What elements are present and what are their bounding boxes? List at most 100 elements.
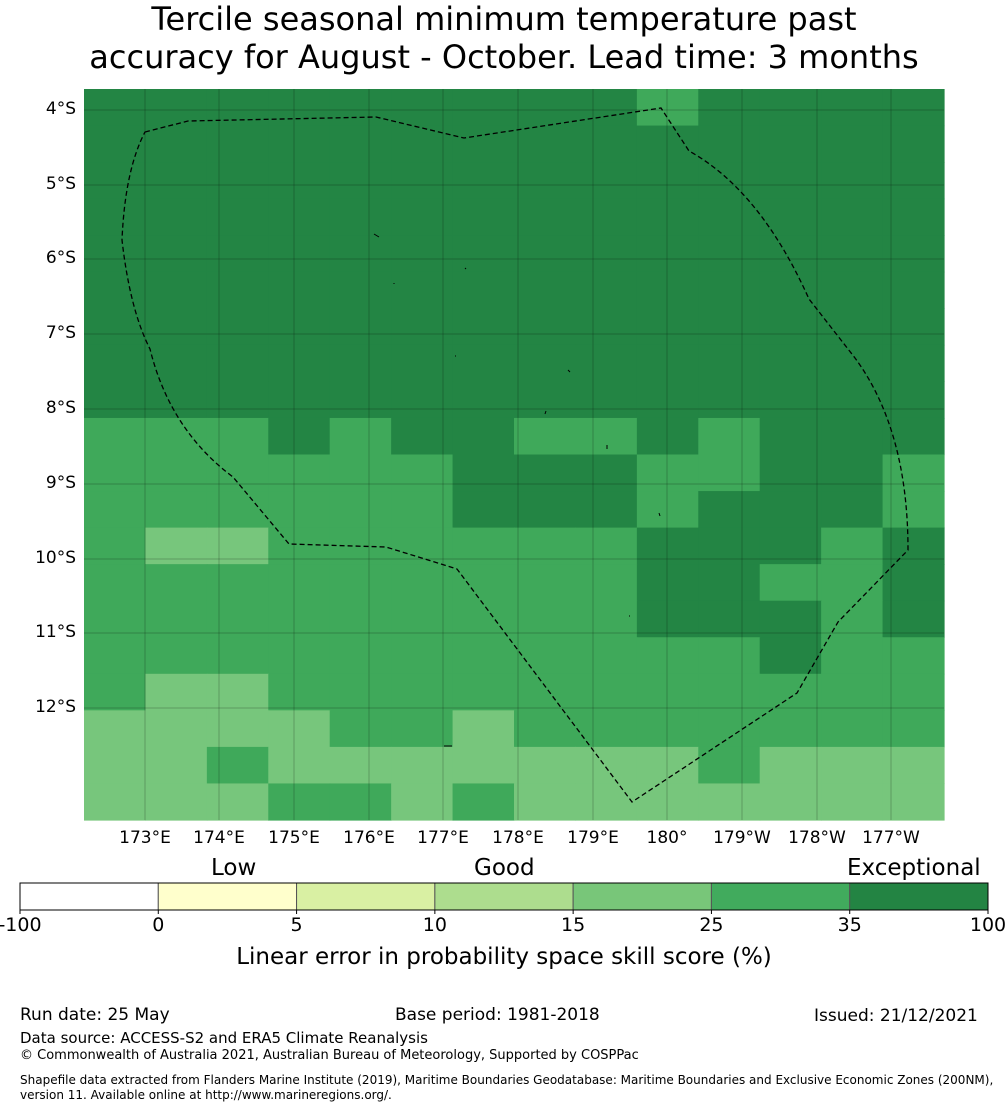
skill-cell xyxy=(698,564,761,602)
skill-cell xyxy=(575,527,638,565)
skill-cell xyxy=(698,710,761,748)
skill-cell xyxy=(759,600,822,638)
skill-cell xyxy=(268,308,331,346)
skill-cell xyxy=(268,783,331,821)
colorbar-segment xyxy=(19,882,159,911)
skill-cell xyxy=(206,271,269,309)
skill-cell xyxy=(882,710,945,748)
skill-cell xyxy=(452,381,515,419)
skill-cell xyxy=(636,710,699,748)
skill-cell xyxy=(391,491,454,529)
skill-cell xyxy=(821,162,884,200)
skill-cell xyxy=(452,564,515,602)
skill-cell xyxy=(391,564,454,602)
skill-cell xyxy=(391,235,454,273)
longitude-label: 177°E xyxy=(417,828,469,848)
skill-cell xyxy=(759,125,822,163)
run-date: Run date: 25 May xyxy=(20,1005,170,1025)
skill-cell xyxy=(698,344,761,382)
colorbar-tick-label: 35 xyxy=(837,914,862,936)
skill-cell xyxy=(145,564,208,602)
skill-cell xyxy=(514,308,577,346)
skill-cell xyxy=(329,491,392,529)
skill-cell xyxy=(882,746,945,785)
skill-cell xyxy=(452,271,515,309)
skill-cell xyxy=(452,527,515,565)
skill-cell xyxy=(821,527,884,565)
skill-cell xyxy=(84,783,147,821)
skill-cell xyxy=(145,89,208,127)
island-outline xyxy=(373,233,380,238)
skill-cell xyxy=(329,344,392,382)
skill-cell xyxy=(452,417,515,456)
skill-cell xyxy=(145,783,208,821)
colorbar xyxy=(19,882,989,914)
skill-cell xyxy=(206,746,269,785)
skill-cell xyxy=(882,637,945,675)
skill-cell xyxy=(329,89,392,127)
longitude-label: 177°W xyxy=(862,828,920,848)
latitude-label: 7°S xyxy=(45,323,76,343)
skill-cell xyxy=(698,746,761,785)
skill-cell xyxy=(391,710,454,748)
skill-cell xyxy=(84,417,147,456)
skill-cell xyxy=(821,783,884,821)
skill-cell xyxy=(145,271,208,309)
skill-cell xyxy=(145,308,208,346)
chart-title: Tercile seasonal minimum temperature pas… xyxy=(0,0,1008,76)
colorbar-segment xyxy=(434,882,574,911)
colorbar-segment xyxy=(849,882,989,911)
skill-cell xyxy=(698,527,761,565)
skill-cell xyxy=(575,491,638,529)
skill-cell xyxy=(329,600,392,638)
skill-cell xyxy=(206,308,269,346)
skill-cell xyxy=(636,198,699,236)
skill-cell xyxy=(268,162,331,200)
skill-cell xyxy=(514,125,577,163)
skill-cell xyxy=(514,527,577,565)
skill-cell xyxy=(329,454,392,492)
skill-cell xyxy=(206,235,269,273)
skill-cell xyxy=(145,344,208,382)
skill-cell xyxy=(84,746,147,785)
skill-cell xyxy=(759,417,822,456)
skill-cell xyxy=(514,564,577,602)
skill-cell xyxy=(636,564,699,602)
skill-cell xyxy=(514,673,577,711)
skill-cell xyxy=(882,198,945,236)
skill-cell xyxy=(84,308,147,346)
skill-cell xyxy=(514,235,577,273)
skill-cell xyxy=(268,673,331,711)
skill-cell xyxy=(575,710,638,748)
skill-cell xyxy=(84,564,147,602)
skill-cell xyxy=(821,454,884,492)
skill-cell xyxy=(84,235,147,273)
skill-cell xyxy=(821,198,884,236)
longitude-label: 179°W xyxy=(713,828,771,848)
skill-cell xyxy=(391,125,454,163)
longitude-label: 173°E xyxy=(119,828,171,848)
colorbar-segment xyxy=(296,882,436,911)
skill-cell xyxy=(206,600,269,638)
longitude-label: 176°E xyxy=(343,828,395,848)
longitude-label: 179°E xyxy=(567,828,619,848)
skill-cell xyxy=(821,89,884,127)
latitude-label: 10°S xyxy=(35,548,76,568)
copyright-note: © Commonwealth of Australia 2021, Austra… xyxy=(20,1048,639,1063)
colorbar-segment xyxy=(157,882,298,911)
skill-cell xyxy=(514,344,577,382)
skill-cell xyxy=(882,564,945,602)
skill-cell xyxy=(882,344,945,382)
skill-cell xyxy=(329,381,392,419)
skill-cell xyxy=(575,89,638,127)
skill-cell xyxy=(145,417,208,456)
skill-cell xyxy=(145,527,208,565)
longitude-label: 174°E xyxy=(193,828,245,848)
skill-cell xyxy=(575,417,638,456)
skill-cell xyxy=(882,235,945,273)
skill-cell xyxy=(759,344,822,382)
skill-cell xyxy=(329,308,392,346)
skill-cell xyxy=(882,417,945,456)
colorbar-frame xyxy=(19,882,989,911)
skill-cell xyxy=(452,710,515,748)
